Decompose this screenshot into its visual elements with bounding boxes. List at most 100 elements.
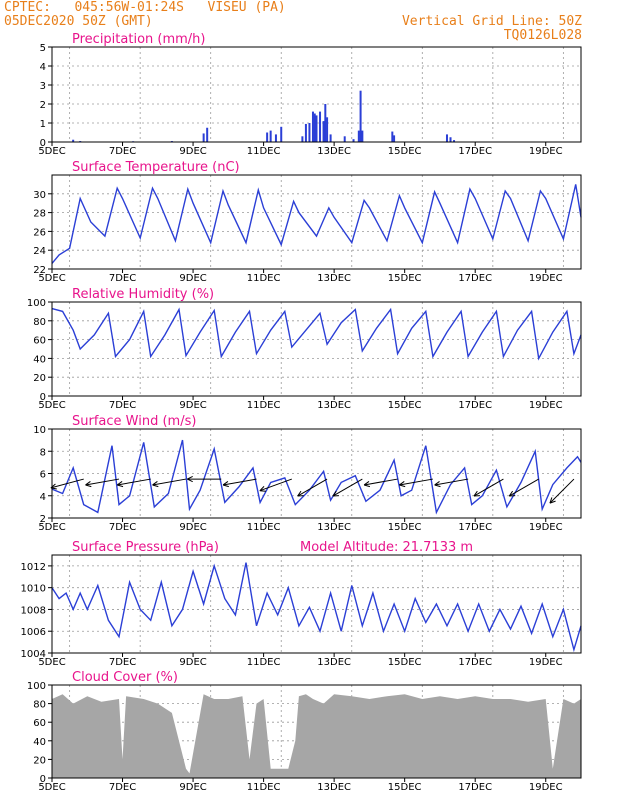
precip-bar [343,136,346,142]
precip-bar [319,111,322,142]
wind-arrowhead [116,481,123,486]
series-line [51,439,582,515]
precip-bar [266,132,269,142]
precip-bar [324,104,327,142]
x-tick-label: 19DEC [529,400,563,411]
wind-vector [85,478,120,486]
panel-title: Surface Pressure (hPa) [72,540,219,555]
y-tick-label: 20 [33,755,46,766]
wind-arrowhead [187,476,193,480]
wind-arrowhead [399,481,405,486]
precip-bar [445,134,448,142]
precip-bar [274,134,277,142]
wind-arrowhead [259,490,266,492]
plot-frame [51,428,582,519]
plot-frame [51,301,582,397]
precip-bar [72,139,75,142]
y-tick-label: 1 [40,119,46,130]
precip-bar [326,117,329,142]
x-tick-label: 5DEC [38,782,65,793]
precip-bar [313,113,316,142]
x-tick-label: 17DEC [458,146,492,157]
x-tick-label: 19DEC [529,782,563,793]
plot-frame [51,46,582,143]
x-tick-label: 13DEC [317,782,351,793]
precip-bar [301,136,304,142]
x-tick-label: 9DEC [179,400,206,411]
y-tick-label: 10 [33,425,46,436]
y-tick-label: 1008 [21,605,46,616]
y-tick-label: 60 [33,718,46,729]
plot-frame [51,554,582,654]
wind-arrowhead [297,490,302,497]
wind-arrowhead [434,481,440,486]
x-tick-label: 13DEC [317,273,351,284]
y-tick-label: 80 [33,700,46,711]
wind-arrowhead [399,484,406,488]
precip-bar [391,131,394,142]
precip-bar [315,115,318,142]
wind-arrowhead [332,490,337,497]
x-tick-label: 19DEC [529,146,563,157]
x-tick-label: 11DEC [247,522,281,533]
x-tick-label: 15DEC [388,273,422,284]
panel-1: 0 1 2 3 4 5 5DEC 7DEC 9DEC 11DEC 13DEC 15DEC 17DEC 19… [38,32,582,157]
y-tick-label: 20 [33,373,46,384]
run-date: 05DEC2020 50Z (GMT) [4,14,153,29]
wind-vector [508,478,539,497]
x-tick-label: 7DEC [109,782,136,793]
series-line [51,307,582,361]
wind-arrowhead [473,490,478,497]
x-tick-label: 5DEC [38,400,65,411]
precip-bar [393,135,396,142]
x-tick-label: 5DEC [38,522,65,533]
x-tick-label: 13DEC [317,522,351,533]
panel-title: Precipitation (mm/h) [72,32,205,47]
y-tick-label: 4 [40,62,46,73]
wind-vector [473,478,504,497]
panel-5: 1004 1006 1008 1010 1012 5DEC 7DEC 9DEC 11DEC 13D… [21,540,582,668]
x-tick-label: 5DEC [38,273,65,284]
precip-bar [269,130,272,142]
x-tick-label: 9DEC [179,273,206,284]
precip-bar [361,130,364,142]
y-tick-label: 22 [33,265,46,276]
panel-2: 22 24 26 28 30 5DEC 7DEC 9DEC 11DEC 13DEC 15DEC 17D… [33,160,582,284]
precip-bar [449,137,452,142]
y-tick-label: 80 [33,317,46,328]
wind-vector [297,478,328,497]
y-tick-label: 5 [40,43,46,54]
x-tick-label: 13DEC [317,400,351,411]
x-tick-label: 17DEC [458,273,492,284]
x-tick-label: 9DEC [179,146,206,157]
x-tick-label: 17DEC [458,522,492,533]
grid-note: Vertical Grid Line: 50Z [401,14,582,29]
wind-arrowhead [187,478,193,483]
x-tick-label: 17DEC [458,400,492,411]
precip-bar [304,123,307,142]
x-tick-label: 15DEC [388,146,422,157]
plot-frame [51,684,582,779]
y-tick-label: 30 [33,190,46,201]
x-tick-label: 9DEC [179,522,206,533]
x-tick-label: 7DEC [109,522,136,533]
panel-annotation: Model Altitude: 21.7133 m [300,540,473,555]
wind-vector [152,478,187,486]
wind-arrowhead [222,484,229,488]
precip-bar [206,127,209,142]
wind-vector [222,478,257,486]
x-tick-label: 11DEC [247,657,281,668]
x-tick-label: 5DEC [38,146,65,157]
wind-arrowhead [259,486,265,492]
precip-bar [352,139,355,142]
x-tick-label: 13DEC [317,146,351,157]
x-tick-label: 13DEC [317,657,351,668]
precip-bar [202,133,205,142]
wind-arrowhead [222,481,229,486]
x-tick-label: 7DEC [109,146,136,157]
y-tick-label: 0 [40,138,46,149]
wind-arrowhead [85,481,91,486]
x-tick-label: 7DEC [109,400,136,411]
x-tick-label: 19DEC [529,522,563,533]
y-tick-label: 1010 [21,584,46,595]
